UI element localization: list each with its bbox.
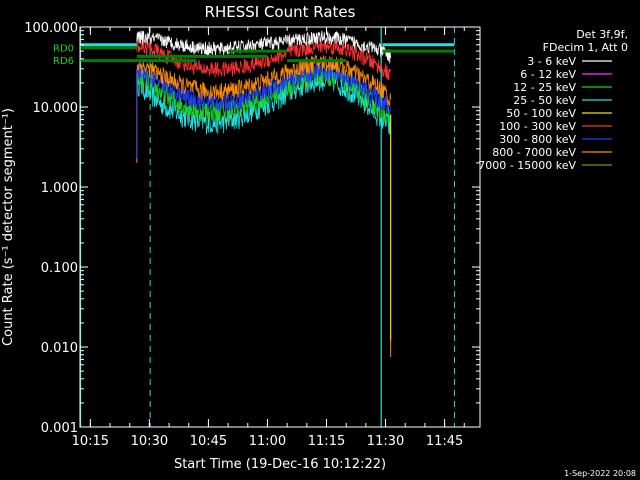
legend-label: 50 - 100 keV	[506, 107, 576, 120]
x-tick-label: 10:45	[190, 434, 227, 449]
state-label-RD6: RD6	[53, 56, 74, 67]
legend-label: 800 - 7000 keV	[492, 146, 576, 159]
legend-label: 7000 - 15000 keV	[478, 159, 576, 172]
timestamp: 1-Sep-2022 20:08	[564, 469, 636, 478]
x-axis-label: Start Time (19-Dec-16 10:12:22)	[174, 457, 386, 472]
y-tick-label: 0.001	[41, 421, 78, 436]
y-tick-label: 0.100	[41, 261, 78, 276]
x-tick-label: 11:00	[249, 434, 286, 449]
x-tick-label: 11:15	[308, 434, 345, 449]
legend-label: 25 - 50 keV	[513, 94, 576, 107]
series-12-25keV	[136, 54, 392, 108]
legend-header-line-2: FDecim 1, Att 0	[543, 41, 628, 54]
series-100-300keV	[136, 68, 391, 135]
y-tick-label: 10.000	[33, 101, 79, 116]
y-tick-label: 100.000	[24, 21, 78, 36]
chart-title: RHESSI Count Rates	[205, 3, 356, 21]
series-3-6keV	[136, 30, 392, 64]
x-tick-label: 11:45	[426, 434, 463, 449]
state-label-RD0: RD0	[53, 43, 74, 54]
x-tick-label: 11:30	[367, 434, 404, 449]
legend-header-line-1: Det 3f,9f,	[576, 28, 628, 41]
legend-label: 3 - 6 keV	[527, 55, 576, 68]
x-tick-label: 10:30	[131, 434, 168, 449]
legend-label: 12 - 25 keV	[513, 81, 576, 94]
y-axis-label: Count Rate (s⁻¹ detector segment⁻¹)	[1, 108, 16, 346]
plot-frame	[79, 26, 481, 428]
y-tick-label: 1.000	[41, 181, 78, 196]
y-tick-label: 0.010	[41, 341, 78, 356]
legend-label: 300 - 800 keV	[499, 133, 576, 146]
legend-label: 6 - 12 keV	[520, 68, 576, 81]
legend-label: 100 - 300 keV	[499, 120, 576, 133]
x-tick-label: 10:15	[72, 434, 109, 449]
